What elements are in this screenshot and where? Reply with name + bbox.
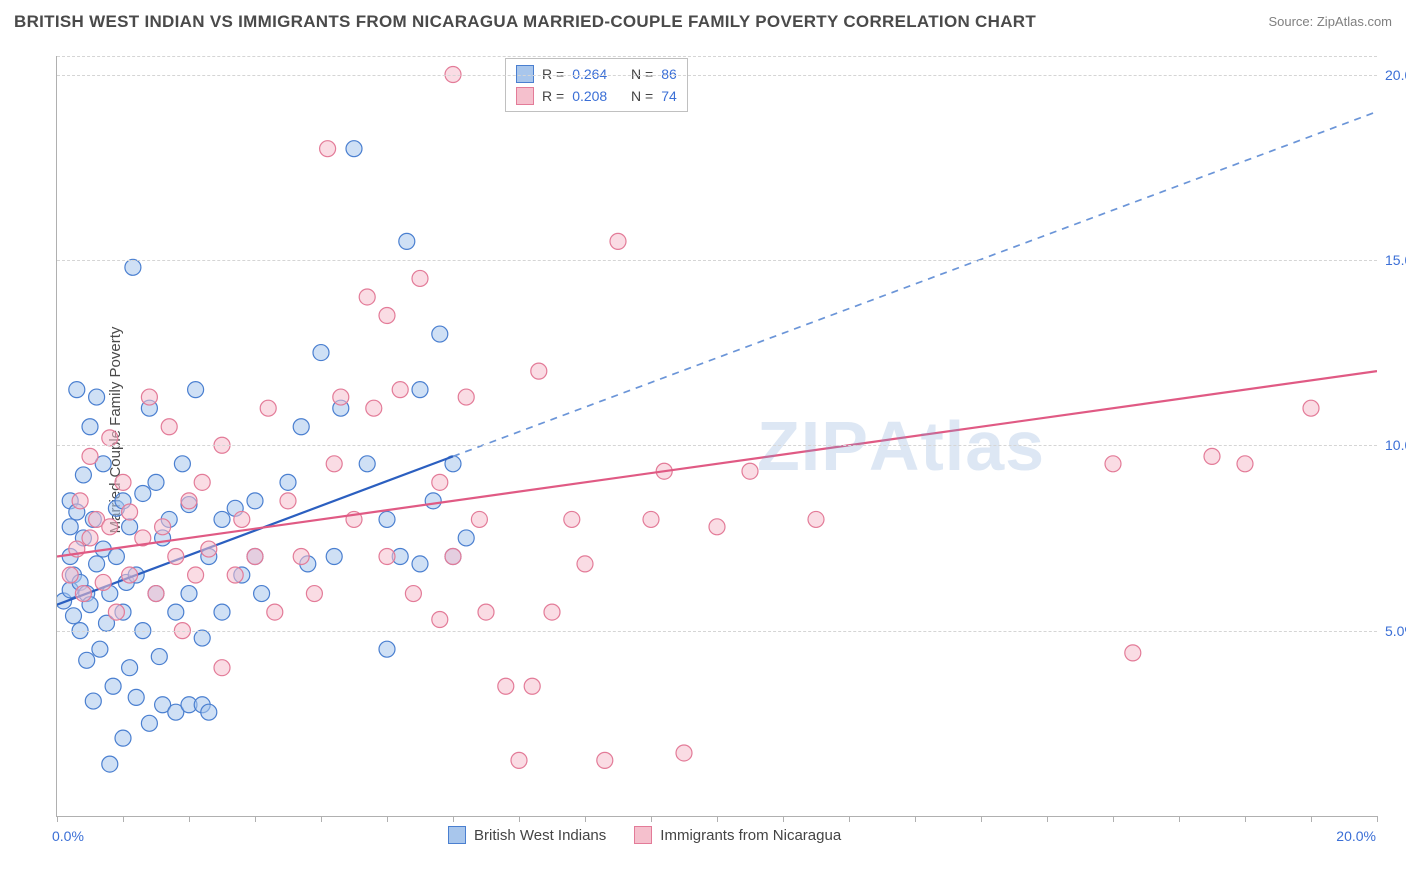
chart-container: BRITISH WEST INDIAN VS IMMIGRANTS FROM N… [0,0,1406,892]
swatch-series-b-icon [516,87,534,105]
legend-label-a: British West Indians [474,827,606,844]
legend-item-b: Immigrants from Nicaragua [634,826,841,844]
swatch-a-icon [448,826,466,844]
swatch-b-icon [634,826,652,844]
stats-legend: R = 0.264 N = 86 R = 0.208 N = 74 [505,58,688,112]
source-label: Source: ZipAtlas.com [1268,14,1392,29]
n-value-b: 74 [661,85,677,107]
stats-row-b: R = 0.208 N = 74 [516,85,677,107]
plot-area: R = 0.264 N = 86 R = 0.208 N = 74 ZIPAtl… [56,56,1377,817]
x-axis-max: 20.0% [1336,828,1376,844]
r-label: R = [542,85,564,107]
y-tick-label: 10.0% [1385,437,1406,453]
y-tick-label: 20.0% [1385,67,1406,83]
r-value-b: 0.208 [572,85,607,107]
scatter-svg [57,56,1377,816]
y-tick-label: 15.0% [1385,252,1406,268]
y-tick-label: 5.0% [1385,623,1406,639]
chart-title: BRITISH WEST INDIAN VS IMMIGRANTS FROM N… [14,12,1036,32]
legend-item-a: British West Indians [448,826,606,844]
legend-label-b: Immigrants from Nicaragua [660,827,841,844]
x-axis-min: 0.0% [52,828,84,844]
n-label: N = [631,85,653,107]
series-legend: British West Indians Immigrants from Nic… [448,826,841,844]
